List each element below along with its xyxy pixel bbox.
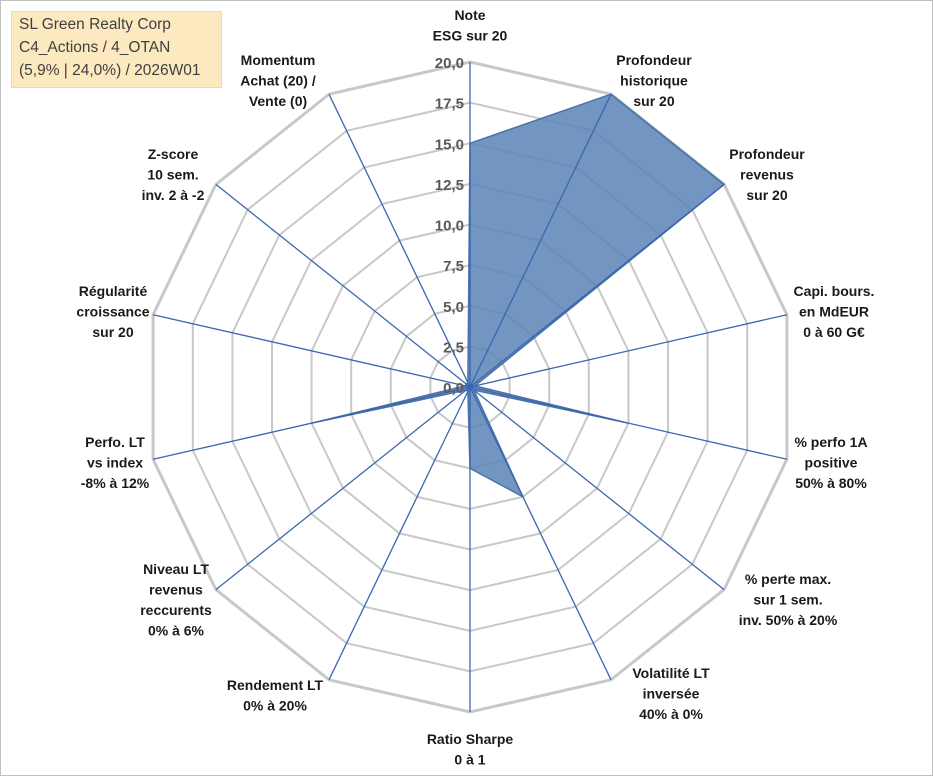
category-label: C4_Actions / 4_OTAN [19,39,171,56]
tick-label-1: 2,5 [443,339,464,356]
axis-label-2: Profondeur revenus sur 20 [729,146,805,203]
axis-label-6-line-2: 40% à 0% [639,706,703,722]
axis-label-12-line-0: Z-score [148,146,199,162]
axis-label-8-line-1: 0% à 20% [243,698,307,714]
axis-label-5-line-0: % perte max. [745,571,831,587]
axis-label-4-line-1: positive [805,455,858,471]
axis-label-8: Rendement LT 0% à 20% [227,677,324,714]
axis-label-13-line-1: Achat (20) / [240,73,316,89]
axis-label-2-line-2: sur 20 [746,187,787,203]
axis-label-10-line-2: -8% à 12% [81,475,150,491]
axis-label-4-line-0: % perfo 1A [794,434,867,450]
axis-label-1: Profondeur historique sur 20 [616,52,692,109]
axis-label-13-line-2: Vente (0) [249,93,307,109]
axis-label-9-line-1: revenus [149,582,203,598]
axis-label-7-line-1: 0 à 1 [454,752,485,768]
axis-label-13: Momentum Achat (20) / Vente (0) [240,52,316,109]
axis-label-3: Capi. bours. en MdEUR 0 à 60 G€ [794,283,875,340]
axis-label-7-line-0: Ratio Sharpe [427,731,514,747]
axis-label-11-line-2: sur 20 [92,324,133,340]
spoke-2 [469,183,725,388]
axis-label-6: Volatilité LT inversée 40% à 0% [632,665,710,722]
chart-title-box: SL Green Realty Corp C4_Actions / 4_OTAN… [11,11,222,88]
tick-label-6: 15,0 [435,136,464,153]
axis-label-3-line-1: en MdEUR [799,304,869,320]
tick-label-3: 7,5 [443,258,464,275]
tick-labels: 0,0 2,5 5,0 7,5 10,0 12,5 15,0 17,5 20,0 [435,55,464,397]
axis-spokes [152,62,788,712]
axis-label-1-line-2: sur 20 [633,93,674,109]
axis-label-13-line-0: Momentum [241,52,316,68]
axis-label-0-line-1: ESG sur 20 [433,28,508,44]
axis-label-2-line-1: revenus [740,167,794,183]
spoke-8 [328,386,471,681]
axis-label-1-line-0: Profondeur [616,52,692,68]
axis-label-8-line-0: Rendement LT [227,677,324,693]
axis-label-9: Niveau LT revenus reccurents 0% à 6% [140,561,212,639]
axis-label-10-line-1: vs index [87,455,143,471]
axis-label-12-line-2: inv. 2 à -2 [142,187,205,203]
axis-label-6-line-0: Volatilité LT [632,665,710,681]
axis-label-5-line-2: inv. 50% à 20% [739,612,838,628]
axis-label-10-line-0: Perfo. LT [85,434,145,450]
spoke-6 [469,386,612,681]
tick-label-5: 12,5 [435,177,464,194]
series-area [311,93,726,499]
axis-label-3-line-2: 0 à 60 G€ [803,324,865,340]
axis-label-9-line-3: 0% à 6% [148,623,205,639]
axis-label-9-line-0: Niveau LT [143,561,209,577]
spoke-1 [469,93,612,388]
axis-label-11-line-0: Régularité [79,283,148,299]
period-label: (5,9% | 24,0%) / 2026W01 [19,62,201,79]
axis-label-3-line-0: Capi. bours. [794,283,875,299]
axis-label-5-line-1: sur 1 sem. [753,592,822,608]
spoke-13 [328,93,471,388]
axis-label-0-line-0: Note [454,7,485,23]
tick-label-4: 10,0 [435,218,464,235]
axis-label-7: Ratio Sharpe 0 à 1 [427,731,514,768]
axis-label-2-line-0: Profondeur [729,146,805,162]
axis-label-12: Z-score 10 sem. inv. 2 à -2 [142,146,205,203]
axis-label-9-line-2: reccurents [140,602,212,618]
axis-label-1-line-1: historique [620,73,688,89]
axis-labels: Note ESG sur 20 Profondeur historique sur 20… [76,7,874,768]
axis-label-10: Perfo. LT vs index -8% à 12% [81,434,150,491]
tick-label-7: 17,5 [435,96,464,113]
tick-label-2: 5,0 [443,299,464,316]
spoke-5 [469,386,725,591]
spoke-10 [152,386,471,460]
spoke-12 [215,183,471,388]
tick-label-8: 20,0 [435,55,464,72]
spoke-9 [215,386,471,591]
axis-label-4: % perfo 1A positive 50% à 80% [794,434,867,491]
axis-label-12-line-1: 10 sem. [147,167,198,183]
axis-label-11-line-1: croissance [76,304,149,320]
company-name: SL Green Realty Corp [19,16,171,33]
axis-label-4-line-2: 50% à 80% [795,475,867,491]
axis-label-6-line-1: inversée [643,686,700,702]
spoke-3 [469,314,788,388]
axis-label-11: Régularité croissance sur 20 [76,283,149,340]
axis-label-5: % perte max. sur 1 sem. inv. 50% à 20% [739,571,838,628]
spoke-4 [469,386,788,460]
spoke-11 [152,314,471,388]
tick-label-0: 0,0 [443,380,464,397]
axis-label-0: Note ESG sur 20 [433,7,508,44]
